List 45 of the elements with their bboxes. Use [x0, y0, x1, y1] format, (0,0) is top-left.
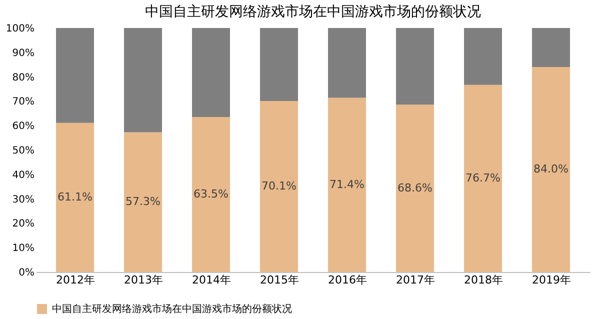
x-tick-label: 2016年: [328, 274, 367, 286]
x-tick-label: 2014年: [192, 274, 231, 286]
data-label: 68.6%: [398, 181, 432, 194]
y-tick-label: 30%: [12, 194, 34, 206]
data-label: 76.7%: [466, 171, 500, 184]
y-tick-label: 100%: [6, 24, 34, 34]
bar: [260, 28, 298, 101]
data-label: 71.4%: [330, 178, 364, 191]
bar: [396, 28, 434, 105]
y-tick-label: 70%: [12, 96, 34, 108]
bar: [532, 28, 570, 68]
bar: [396, 104, 434, 272]
x-tick-label: 2018年: [464, 274, 503, 286]
data-label: 84.0%: [534, 162, 568, 176]
bar: [464, 84, 502, 272]
y-tick-label: 60%: [12, 121, 34, 132]
y-tick-label: 10%: [12, 243, 34, 254]
x-tick-label: 2015年: [260, 274, 299, 286]
bar: [124, 28, 162, 132]
bar: [532, 67, 570, 272]
x-tick-label: 2017年: [396, 274, 435, 286]
data-label: 63.5%: [194, 188, 228, 201]
y-tick-label: 90%: [12, 48, 34, 59]
data-label: 57.3%: [126, 195, 160, 208]
bar: [124, 132, 162, 272]
bar: [192, 117, 230, 272]
x-tick-label: 2013年: [124, 274, 163, 286]
y-tick-label: 20%: [12, 218, 34, 230]
bar: [56, 122, 94, 272]
legend-label: 中国自主研发网络游戏市场在中国游戏市场的份额状况: [52, 303, 292, 315]
y-tick-label: 0%: [18, 268, 34, 278]
bar: [192, 28, 230, 118]
y-tick-label: 40%: [12, 170, 34, 181]
data-label: 61.1%: [58, 190, 92, 204]
x-tick-label: 2012年: [56, 274, 95, 286]
x-tick-label: 2019年: [532, 274, 571, 286]
y-tick-label: 50%: [12, 146, 34, 156]
chart-title: 中国自主研发网络游戏市场在中国游戏市场的份额状况: [145, 4, 481, 20]
bar: [464, 28, 502, 85]
bar: [328, 98, 366, 272]
data-label: 70.1%: [262, 179, 296, 192]
bar: [56, 28, 94, 123]
bar: [260, 100, 298, 272]
y-tick-label: 80%: [12, 72, 34, 84]
bar: [328, 28, 366, 98]
